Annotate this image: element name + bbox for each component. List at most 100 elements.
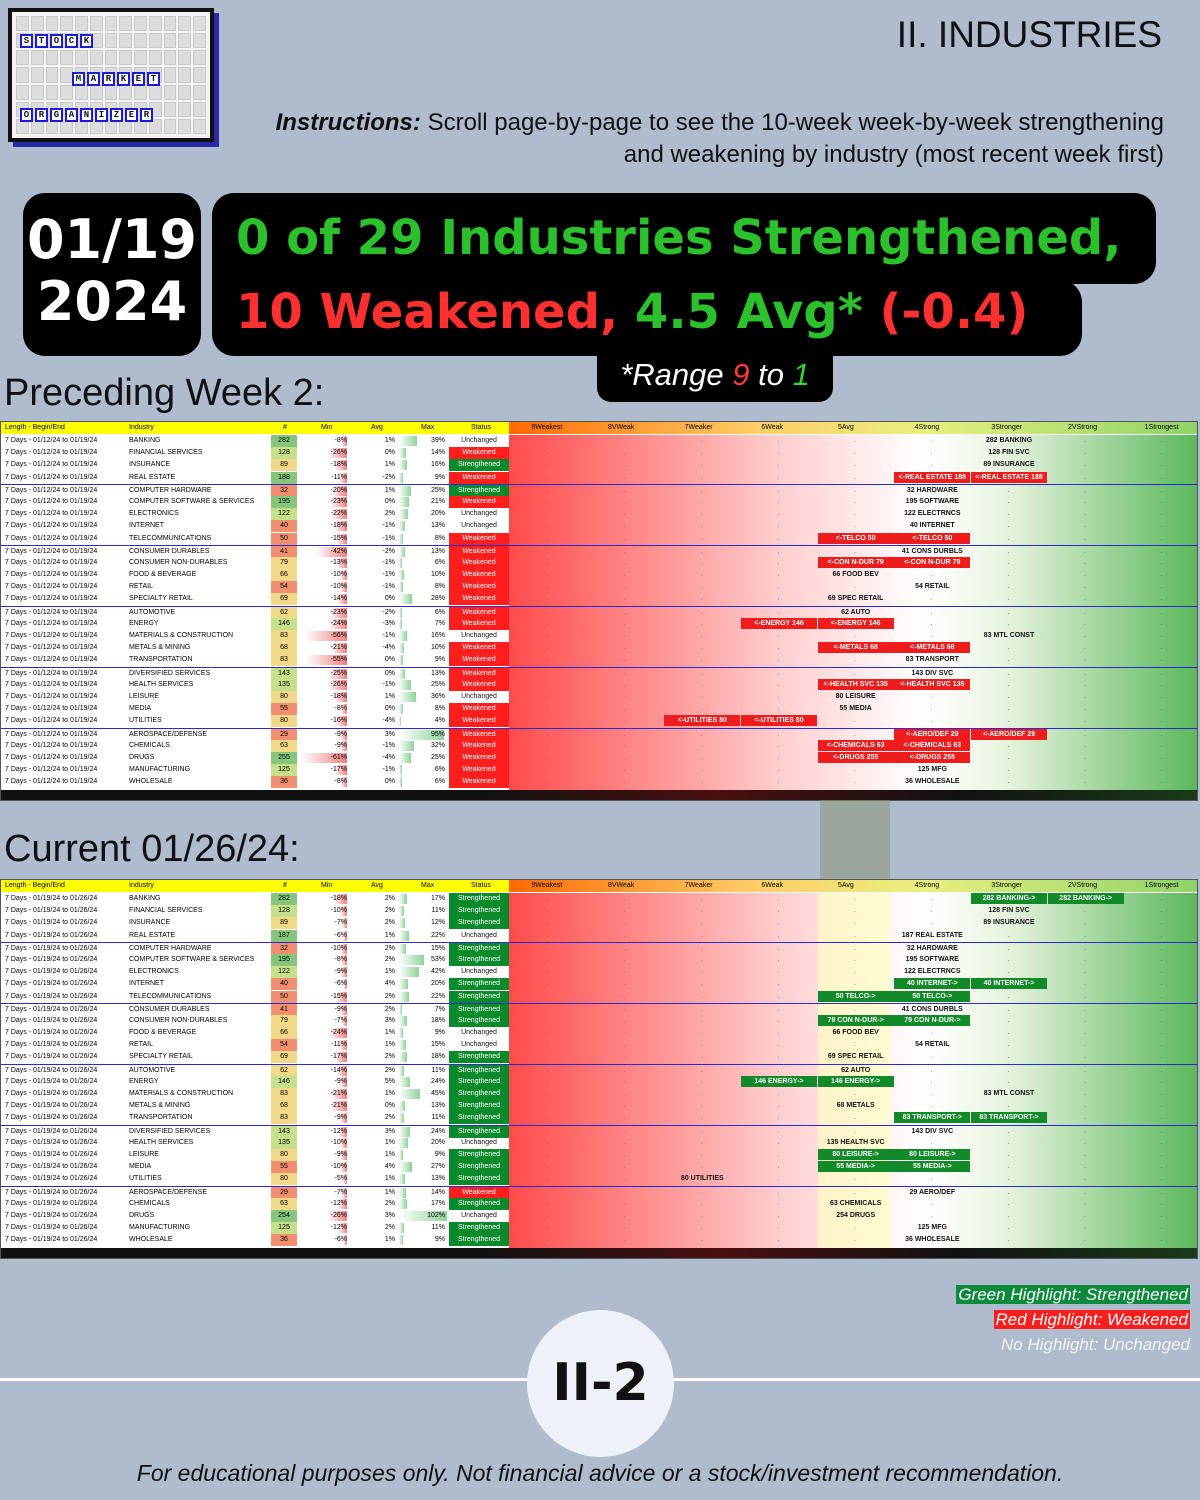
status-cell: Strengthened <box>449 459 509 472</box>
avg-cell: 1% <box>384 437 395 444</box>
empty-dot: . <box>1007 968 1010 976</box>
industry-cell: MEDIA <box>129 705 152 713</box>
logo-tile <box>45 50 59 66</box>
max-cell: 13% <box>430 1175 445 1183</box>
empty-dot: . <box>1084 534 1086 542</box>
count-cell: 83 <box>271 1088 297 1100</box>
logo-tile <box>163 33 177 49</box>
empty-dot: . <box>930 692 933 700</box>
status-cell: Strengthened <box>449 893 509 905</box>
logo-tile <box>193 84 206 100</box>
disclaimer: For educational purposes only. Not finan… <box>136 1460 1064 1486</box>
logo-letter: A <box>87 72 100 86</box>
min-databar <box>339 1162 347 1173</box>
strength-tag: <-CHEMICALS 63 <box>817 739 894 751</box>
industry-cell: AEROSPACE/DEFENSE <box>129 730 208 738</box>
count-cell: 32 <box>271 484 297 497</box>
period-cell: 7 Days - 01/12/24 to 01/19/24 <box>5 473 98 481</box>
period-cell: 7 Days - 01/12/24 to 01/19/24 <box>5 692 98 700</box>
count-cell: 80 <box>271 1173 297 1186</box>
table-row: 7 Days - 01/19/24 to 01/26/24 UTILITIES 80… <box>1 1173 1197 1186</box>
logo-letter: T <box>35 34 48 48</box>
min-databar <box>327 679 347 690</box>
legend-unchanged: No Highlight: Unchanged <box>1000 1335 1190 1354</box>
max-databar <box>399 729 444 740</box>
empty-dot: . <box>624 558 626 566</box>
max-cell: 11% <box>431 907 446 915</box>
status-cell: Unchanged <box>461 1138 497 1146</box>
logo-tile <box>178 101 192 117</box>
empty-dot: . <box>1007 931 1010 939</box>
avg-cell: -1% <box>382 766 395 774</box>
period-cell: 7 Days - 01/12/24 to 01/19/24 <box>5 778 98 786</box>
empty-dot: . <box>854 919 856 927</box>
empty-dot: . <box>624 895 626 902</box>
date-month-day: 01/19 <box>26 208 197 271</box>
count-cell: 68 <box>271 642 297 655</box>
empty-dot: . <box>624 595 626 603</box>
period-cell: 7 Days - 01/12/24 to 01/19/24 <box>5 632 98 639</box>
count-cell: 54 <box>271 1039 297 1052</box>
max-databar <box>399 570 404 581</box>
strength-tag: 69 SPEC RETAIL <box>827 595 884 603</box>
min-databar <box>305 631 347 641</box>
column-header: 8VWeak <box>608 882 635 889</box>
max-databar <box>399 485 411 496</box>
avg-cell: 1% <box>384 1090 395 1097</box>
strength-tag: 282 BANKING-> <box>971 893 1047 904</box>
max-cell: 17% <box>430 1199 445 1207</box>
empty-dot: . <box>1084 571 1086 579</box>
strength-tag: 282 BANKING <box>985 437 1033 444</box>
logo-letter: T <box>147 72 160 86</box>
empty-dot: . <box>624 461 626 469</box>
min-cell: -26% <box>330 449 347 457</box>
empty-dot: . <box>624 510 626 518</box>
table-row: 7 Days - 01/19/24 to 01/26/24 METALS & MI… <box>1 1100 1197 1113</box>
empty-dot: . <box>854 931 856 939</box>
empty-dot: . <box>624 907 626 915</box>
period-cell: 7 Days - 01/19/24 to 01/26/24 <box>5 944 98 952</box>
empty-dot: . <box>930 1199 933 1207</box>
min-databar <box>333 521 347 532</box>
empty-dot: . <box>777 595 780 603</box>
empty-dot: . <box>547 558 550 566</box>
logo-tile <box>134 33 147 49</box>
min-cell: -11% <box>331 1041 347 1049</box>
max-cell: 27% <box>430 1163 445 1171</box>
empty-dot: . <box>777 656 780 664</box>
empty-dot: . <box>624 1175 626 1183</box>
industry-cell: TRANSPORTATION <box>129 656 193 664</box>
count-cell: 29 <box>271 728 297 741</box>
empty-dot: . <box>1007 1053 1010 1061</box>
max-databar <box>399 991 410 1002</box>
empty-dot: . <box>777 1090 780 1097</box>
industry-cell: MEDIA <box>129 1163 152 1171</box>
min-databar <box>315 546 347 557</box>
empty-dot: . <box>777 895 780 902</box>
count-cell: 135 <box>271 678 297 691</box>
empty-dot: . <box>547 1138 550 1146</box>
min-cell: -21% <box>330 1102 347 1110</box>
max-cell: 17% <box>430 895 445 902</box>
table-row: 7 Days - 01/12/24 to 01/19/24 MANUFACTURI… <box>1 764 1197 777</box>
table-row: 7 Days - 01/19/24 to 01/26/24 AEROSPACE/D… <box>1 1185 1197 1199</box>
min-cell: -23% <box>330 608 347 616</box>
logo-tile <box>75 16 88 32</box>
period-cell: 7 Days - 01/19/24 to 01/26/24 <box>5 1066 98 1074</box>
empty-dot: . <box>930 907 933 915</box>
avg-cell: 5% <box>384 1077 395 1085</box>
max-databar <box>399 954 424 965</box>
min-cell: -13% <box>330 558 347 566</box>
column-header: # <box>283 424 287 431</box>
industry-cell: LEISURE <box>129 692 159 700</box>
empty-dot: . <box>1160 1211 1163 1219</box>
period-cell: 7 Days - 01/19/24 to 01/26/24 <box>5 1090 98 1097</box>
strength-tag: 80 LEISURE-> <box>894 1148 971 1160</box>
industry-cell: UTILITIES <box>129 1175 162 1183</box>
period-cell: 7 Days - 01/19/24 to 01/26/24 <box>5 1236 98 1244</box>
count-cell: 128 <box>271 905 297 918</box>
max-cell: 22% <box>430 992 445 1000</box>
status-cell: Weakened <box>449 545 509 558</box>
